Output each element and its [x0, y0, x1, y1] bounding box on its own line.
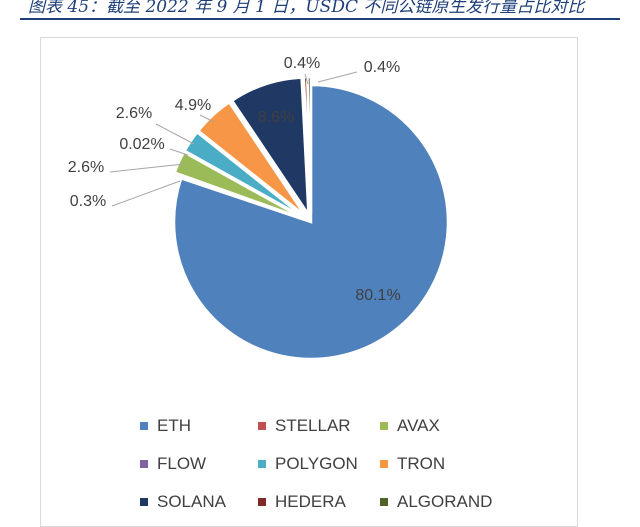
leader-line-polygon	[155, 123, 195, 145]
legend-item-tron: TRON	[380, 454, 445, 474]
leader-line-avax	[109, 163, 185, 173]
legend-label-hedera: HEDERA	[275, 492, 346, 511]
legend-swatch-algorand	[380, 498, 388, 506]
data-label-avax: 2.6%	[68, 159, 104, 176]
legend-item-flow: FLOW	[140, 454, 206, 474]
data-label-hedera: 0.4%	[284, 55, 320, 72]
data-label-algorand: 0.4%	[364, 59, 400, 76]
data-label-polygon: 2.6%	[116, 105, 152, 122]
legend-item-polygon: POLYGON	[258, 454, 358, 474]
data-label-solana: 8.6%	[258, 109, 294, 126]
leader-line-stellar	[111, 180, 181, 207]
leader-line-flow	[169, 148, 189, 156]
pie-chart: 80.1% 0.3% 2.6% 0.02% 2.6% 4.9% 8.6% 0.4% 0.4%	[68, 55, 450, 361]
caption-rule	[20, 18, 620, 20]
data-label-eth: 80.1%	[355, 287, 400, 304]
pie-slice-tron	[196, 100, 307, 218]
pie-slice-algorand	[306, 75, 313, 215]
legend-label-polygon: POLYGON	[275, 454, 358, 473]
legend-label-solana: SOLANA	[157, 492, 226, 511]
legend-swatch-tron	[380, 460, 388, 468]
legend-item-avax: AVAX	[380, 416, 440, 436]
legend-item-stellar: STELLAR	[258, 416, 351, 436]
legend-swatch-solana	[140, 498, 148, 506]
legend-item-solana: SOLANA	[140, 492, 226, 512]
leader-line-hedera	[304, 73, 309, 85]
data-label-tron: 4.9%	[175, 97, 211, 114]
pie-slice-solana	[230, 76, 310, 219]
legend-item-eth: ETH	[140, 416, 191, 436]
legend-label-eth: ETH	[157, 416, 191, 435]
pie-slice-eth	[172, 83, 450, 361]
figure-caption: 图表 45：截至 2022 年 9 月 1 日，USDC 不同公链原生发行量占比…	[28, 0, 585, 14]
legend-item-hedera: HEDERA	[258, 492, 346, 512]
legend-swatch-stellar	[258, 422, 266, 430]
legend-swatch-eth	[140, 422, 148, 430]
legend-label-tron: TRON	[397, 454, 446, 473]
legend-label-algorand: ALGORAND	[397, 492, 493, 511]
pie-slice-polygon	[182, 130, 306, 219]
leader-line-algorand	[317, 71, 358, 83]
leader-line-tron	[199, 114, 215, 123]
legend-swatch-flow	[140, 460, 148, 468]
legend-swatch-polygon	[258, 460, 266, 468]
legend-swatch-hedera	[258, 498, 266, 506]
data-label-stellar: 0.3%	[70, 193, 106, 210]
legend-swatch-avax	[380, 422, 388, 430]
legend-label-stellar: STELLAR	[275, 416, 351, 435]
data-label-flow: 0.02%	[119, 136, 164, 153]
legend-item-algorand: ALGORAND	[380, 492, 492, 512]
legend-label-avax: AVAX	[397, 416, 440, 435]
legend-label-flow: FLOW	[157, 454, 207, 473]
